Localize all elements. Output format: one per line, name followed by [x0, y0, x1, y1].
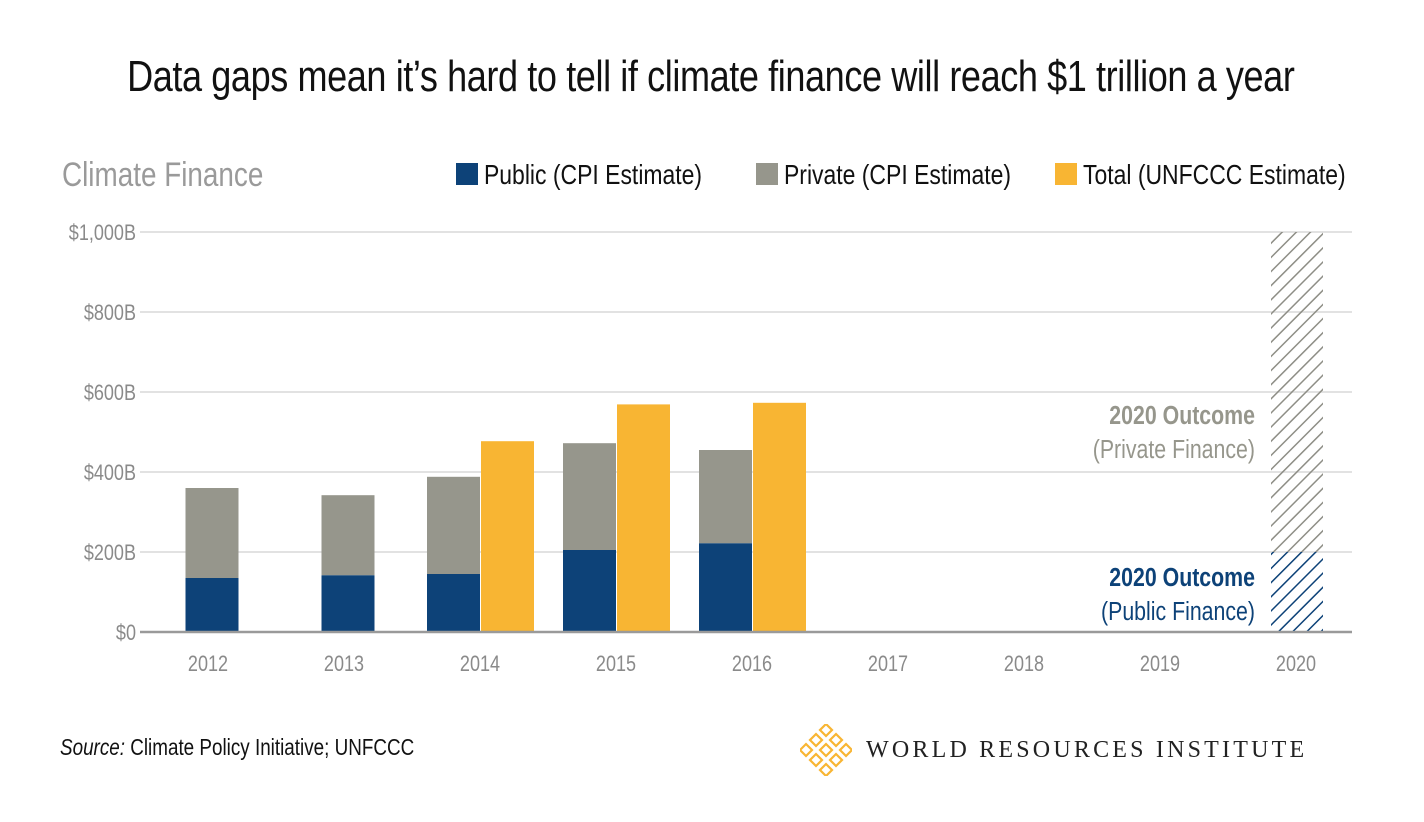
logo-diamond	[818, 724, 834, 738]
bar-total	[481, 441, 534, 632]
bar-public	[321, 575, 375, 632]
x-tick-label: 2015	[596, 652, 636, 676]
y-tick-label: $0	[116, 621, 136, 645]
logo-diamond	[800, 742, 814, 758]
logo-diamond	[808, 752, 824, 768]
logo-diamond	[828, 752, 844, 768]
logo-diamond	[818, 762, 834, 776]
source-text: Climate Policy Initiative; UNFCCC	[124, 734, 415, 760]
legend-swatch	[756, 163, 778, 185]
logo-diamond	[818, 742, 834, 758]
source-label: Source:	[60, 734, 125, 760]
x-tick-label: 2013	[324, 652, 364, 676]
y-tick-label: $1,000B	[69, 221, 136, 245]
wri-logo-icon	[800, 724, 852, 776]
y-tick-label: $200B	[84, 541, 136, 565]
y-tick-label: $600B	[84, 381, 136, 405]
x-tick-label: 2017	[868, 652, 908, 676]
bar-total	[617, 404, 670, 632]
bar-private	[321, 495, 375, 576]
y-tick-label: $400B	[84, 461, 136, 485]
y-tick-label: $800B	[84, 301, 136, 325]
bar-2020-private-outcome	[1271, 232, 1323, 552]
wri-logo-text: WORLD RESOURCES INSTITUTE	[866, 736, 1308, 763]
logo-diamond	[808, 732, 824, 748]
legend-swatch	[1055, 163, 1077, 185]
x-tick-label: 2012	[188, 652, 228, 676]
x-tick-label: 2019	[1140, 652, 1180, 676]
private-outcome-label: 2020 Outcome	[1109, 401, 1255, 431]
x-tick-label: 2016	[732, 652, 772, 676]
legend-swatch	[456, 163, 478, 185]
bar-public	[699, 543, 752, 632]
public-outcome-label: 2020 Outcome	[1109, 563, 1255, 593]
bar-total	[753, 402, 806, 632]
climate-finance-chart: $0 $200B $400B $600B $800B $1,000B 2012 2013 201…	[62, 155, 1352, 676]
chart-title: Data gaps mean it’s hard to tell if clim…	[127, 52, 1295, 101]
legend-label: Private (CPI Estimate)	[784, 160, 1011, 191]
bar-public	[563, 550, 616, 632]
bar-private	[427, 476, 480, 574]
bar-public	[427, 574, 480, 632]
bar-2020-public-outcome	[1271, 552, 1323, 632]
bar-private	[699, 450, 752, 544]
x-tick-label: 2014	[460, 652, 500, 676]
public-outcome-sublabel: (Public Finance)	[1101, 597, 1255, 627]
y-axis-title: Climate Finance	[62, 155, 263, 193]
bar-private	[185, 488, 239, 578]
bar-public	[185, 578, 239, 632]
x-tick-label: 2020	[1276, 652, 1316, 676]
legend-label: Public (CPI Estimate)	[484, 160, 702, 191]
x-tick-label: 2018	[1004, 652, 1044, 676]
legend-label: Total (UNFCCC Estimate)	[1083, 160, 1346, 191]
source-note: Source: Climate Policy Initiative; UNFCC…	[60, 734, 414, 761]
private-outcome-sublabel: (Private Finance)	[1093, 435, 1255, 465]
wri-logo: WORLD RESOURCES INSTITUTE	[800, 724, 1307, 776]
bar-private	[563, 443, 616, 550]
logo-diamond	[828, 732, 844, 748]
logo-diamond	[838, 742, 852, 758]
